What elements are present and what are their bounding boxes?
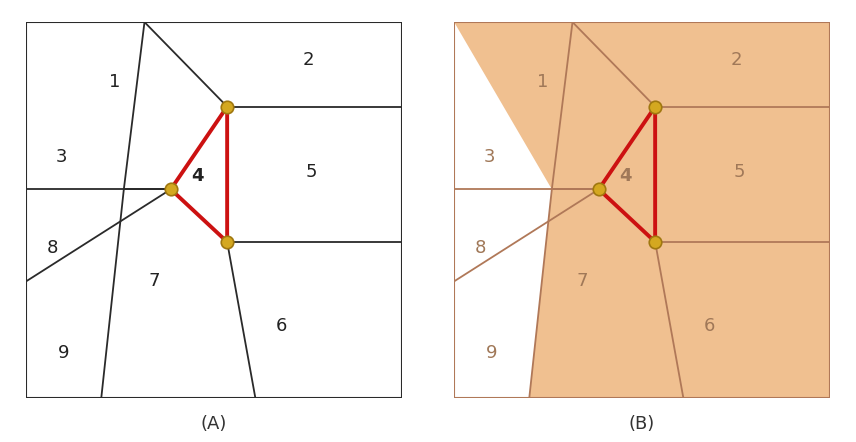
- Text: 6: 6: [704, 317, 716, 335]
- Polygon shape: [27, 22, 401, 398]
- Polygon shape: [573, 22, 829, 107]
- Text: 9: 9: [486, 344, 497, 362]
- Text: 5: 5: [306, 164, 318, 181]
- Polygon shape: [552, 22, 655, 189]
- Text: 4: 4: [619, 167, 632, 185]
- Text: 8: 8: [475, 239, 486, 256]
- Text: 2: 2: [730, 51, 741, 69]
- Text: 7: 7: [148, 272, 159, 290]
- Text: 5: 5: [734, 164, 746, 181]
- Text: 8: 8: [47, 239, 58, 256]
- Text: 1: 1: [109, 73, 120, 91]
- Text: (A): (A): [201, 415, 227, 433]
- Polygon shape: [529, 189, 683, 398]
- Text: 1: 1: [537, 73, 548, 91]
- Polygon shape: [655, 242, 829, 398]
- Text: 4: 4: [191, 167, 204, 185]
- Text: 7: 7: [576, 272, 587, 290]
- Text: 9: 9: [58, 344, 69, 362]
- Polygon shape: [455, 22, 573, 189]
- Polygon shape: [455, 22, 552, 398]
- Text: (B): (B): [629, 415, 655, 433]
- Text: 3: 3: [484, 149, 496, 166]
- Text: 3: 3: [56, 149, 68, 166]
- Text: 2: 2: [302, 51, 313, 69]
- Text: 6: 6: [276, 317, 288, 335]
- Polygon shape: [599, 107, 829, 242]
